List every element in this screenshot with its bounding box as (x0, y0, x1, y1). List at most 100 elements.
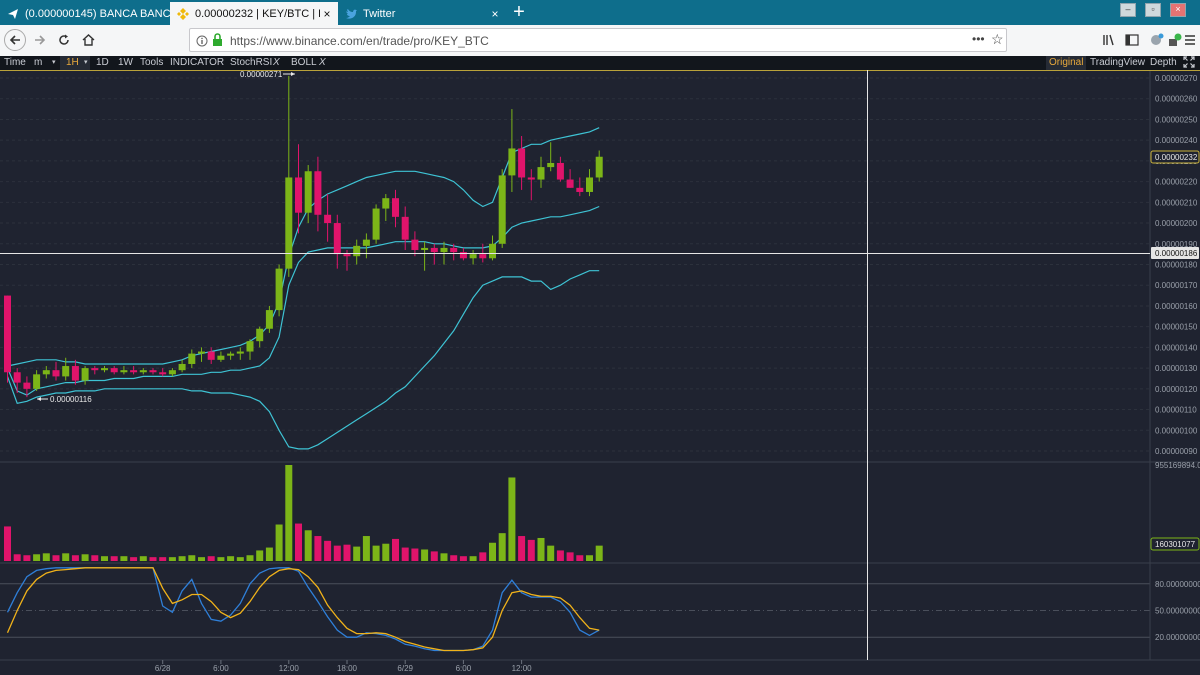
candle-body (489, 243, 496, 259)
volume-bar (547, 545, 555, 561)
toolbar-1w[interactable]: 1W (118, 57, 133, 68)
tab-binance[interactable]: 0.00000232 | KEY/BTC | Buy Sell × (170, 2, 338, 25)
volume-bar (314, 536, 322, 561)
volume-bar (13, 554, 21, 561)
toolbar-1h[interactable]: 1H (66, 57, 79, 68)
volume-bar (372, 545, 380, 561)
candle-body (71, 366, 79, 381)
volume-bar (23, 555, 31, 561)
candle-body (265, 310, 273, 329)
candle-body (314, 171, 322, 215)
close-icon[interactable]: × (491, 6, 499, 21)
stoch-tick-label: 80.00000000 (1155, 580, 1200, 589)
price-tick-label: 0.00000180 (1155, 261, 1198, 270)
volume-bar (33, 554, 41, 561)
toolbar-tools[interactable]: Tools (140, 57, 164, 68)
volume-bar (285, 465, 293, 561)
price-tick-label: 0.00000210 (1155, 198, 1198, 207)
crosshair-price-label: 0.00000186 (1155, 249, 1198, 258)
time-axis-labels: 6/28 6:00 12:00 18:00 6/29 6:00 12:00 (155, 660, 532, 673)
sidebar-icon[interactable] (1120, 29, 1144, 51)
chevron-down-icon[interactable]: ▾ (84, 59, 88, 66)
telegram-icon (6, 7, 20, 21)
volume-bar (227, 556, 235, 561)
toolbar-boll[interactable]: BOLL (291, 57, 317, 68)
price-tick-label: 0.00000100 (1155, 426, 1198, 435)
volume-bar (120, 556, 128, 561)
volume-bar (304, 530, 312, 561)
bookmark-star-icon[interactable]: ☆ (991, 31, 1004, 47)
page-actions-icon[interactable]: ••• (972, 32, 985, 46)
price-tick-label: 0.00000120 (1155, 385, 1198, 394)
info-icon[interactable] (196, 34, 208, 52)
remove-stochrsi-icon[interactable]: X (273, 57, 280, 68)
minimize-button[interactable]: – (1120, 3, 1136, 17)
candle-body (23, 382, 31, 389)
candle-body (285, 177, 293, 269)
lock-icon[interactable] (212, 33, 223, 51)
back-button[interactable] (4, 29, 26, 51)
price-tick-label: 0.00000240 (1155, 136, 1198, 145)
volume-bar (430, 551, 438, 561)
volume-bar (353, 546, 361, 561)
candles (4, 75, 603, 398)
forward-button[interactable] (28, 29, 52, 51)
candle-body (508, 148, 516, 176)
toolbar-minutes[interactable]: m (34, 57, 43, 68)
tab-twitter[interactable]: Twitter × (338, 2, 506, 25)
candle-body (236, 351, 244, 354)
candle-body (4, 295, 11, 373)
candle-body (130, 370, 138, 373)
view-depth[interactable]: Depth (1150, 57, 1177, 68)
chevron-down-icon[interactable]: ▾ (52, 59, 56, 66)
candle-body (256, 328, 264, 342)
toolbar-time[interactable]: Time (4, 57, 26, 68)
candle-body (246, 341, 254, 352)
candle-body (207, 351, 215, 360)
candle-body (295, 177, 302, 213)
stoch-d-line (6, 567, 600, 652)
arrow-right-icon (35, 35, 46, 45)
time-tick-label: 18:00 (337, 664, 358, 673)
extension-icon[interactable] (1145, 29, 1169, 51)
toolbar-1d[interactable]: 1D (96, 57, 109, 68)
candle-body (469, 254, 477, 259)
close-icon[interactable]: × (323, 6, 331, 21)
remove-boll-icon[interactable]: X (319, 57, 326, 68)
window-close-button[interactable]: × (1170, 3, 1186, 17)
home-button[interactable] (76, 29, 100, 51)
view-original[interactable]: Original (1049, 57, 1084, 68)
toolbar-stochrsi[interactable]: StochRSI (230, 57, 273, 68)
candle-body (459, 252, 467, 259)
fullscreen-icon[interactable] (1183, 56, 1195, 71)
address-bar[interactable]: https://www.binance.com/en/trade/pro/KEY… (189, 28, 1007, 52)
new-tab-button[interactable]: + (513, 1, 525, 23)
library-icon[interactable] (1098, 29, 1122, 51)
reload-button[interactable] (52, 29, 76, 51)
tab-banca[interactable]: (0.000000145) BANCA BANCA (0, 2, 170, 25)
menu-icon[interactable] (1178, 29, 1200, 51)
candle-body (479, 254, 487, 259)
candle-body (343, 254, 351, 257)
volume-bar (110, 556, 118, 561)
candle-body (227, 353, 235, 356)
view-tradingview[interactable]: TradingView (1090, 57, 1146, 68)
candle-body (91, 368, 99, 371)
volume-bar (246, 555, 254, 561)
volume-bar (343, 544, 351, 561)
extension-green-icon[interactable] (1163, 29, 1187, 51)
price-tick-label: 0.00000190 (1155, 240, 1198, 249)
maximize-button[interactable]: ▫ (1145, 3, 1161, 17)
price-tick-label: 0.00000220 (1155, 178, 1198, 187)
current-price-label: 0.00000232 (1155, 153, 1198, 162)
toolbar-indicator[interactable]: INDICATOR (170, 57, 225, 68)
price-tick-label: 0.00000170 (1155, 281, 1198, 290)
volume-bar (52, 555, 60, 561)
volume-bar (392, 538, 399, 561)
volume-bar (498, 533, 506, 561)
candle-body (556, 162, 564, 180)
candle-body (440, 247, 448, 253)
price-tick-label: 0.00000140 (1155, 343, 1198, 352)
price-chart[interactable]: 0.00000270 0.00000260 0.00000250 0.00000240… (0, 70, 1200, 675)
volume-bar (556, 550, 564, 561)
